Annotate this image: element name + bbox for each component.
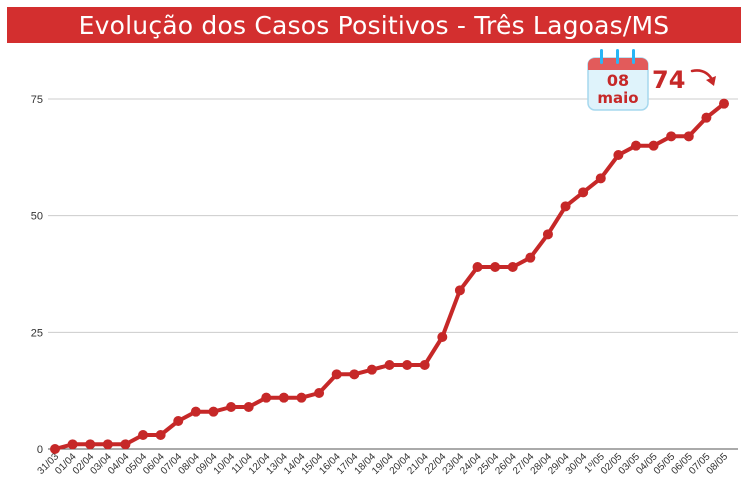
- data-point: [490, 262, 501, 272]
- data-point: [384, 360, 395, 370]
- data-point: [666, 131, 677, 142]
- data-point: [50, 444, 60, 454]
- chart-title: Evolução dos Casos Positivos - Três Lago…: [78, 10, 670, 40]
- data-point: [437, 332, 448, 342]
- calendar-day: 08: [607, 71, 629, 90]
- data-point: [578, 187, 589, 198]
- data-point: [701, 112, 712, 123]
- data-point: [402, 360, 413, 370]
- data-point: [507, 262, 518, 272]
- data-point: [208, 406, 219, 417]
- calendar-icon: 08 maio: [587, 49, 649, 111]
- data-point: [648, 140, 659, 151]
- data-point: [472, 262, 483, 272]
- data-point: [525, 252, 536, 263]
- series-line: [53, 101, 726, 451]
- data-point: [454, 285, 465, 296]
- data-point: [542, 229, 553, 240]
- y-tick-label: 75: [31, 94, 43, 106]
- data-point: [630, 140, 641, 151]
- x-tick-label: 08/05: [705, 451, 731, 477]
- data-point: [719, 98, 729, 109]
- y-axis-ticks: 0 25 50 75: [31, 94, 43, 456]
- data-point: [190, 406, 201, 417]
- y-tick-label: 25: [31, 327, 43, 339]
- y-tick-label: 50: [31, 211, 43, 223]
- data-point: [278, 392, 289, 403]
- data-point: [67, 439, 78, 450]
- grid-layer: [48, 98, 738, 450]
- data-point: [595, 173, 606, 184]
- latest-value-callout: 08 maio 74: [587, 49, 716, 111]
- data-point: [243, 402, 254, 412]
- data-point: [560, 201, 571, 212]
- data-point: [296, 392, 307, 403]
- data-point: [613, 150, 624, 160]
- data-point: [419, 360, 430, 370]
- data-point: [331, 369, 342, 380]
- curved-arrow-icon: [690, 69, 716, 86]
- data-point: [683, 131, 694, 142]
- callout-value: 74: [652, 66, 685, 94]
- y-tick-label: 0: [37, 444, 43, 456]
- data-point: [138, 430, 149, 440]
- data-point: [102, 439, 113, 450]
- title-bar: Evolução dos Casos Positivos - Três Lago…: [7, 7, 741, 43]
- data-point: [349, 369, 360, 380]
- data-point: [261, 392, 272, 403]
- x-axis-ticks: 31/0301/0402/0403/0404/0405/0406/0407/04…: [36, 451, 731, 477]
- data-point: [155, 430, 166, 440]
- data-point: [226, 402, 237, 412]
- series-cases: [50, 98, 729, 454]
- data-point: [173, 416, 184, 426]
- data-point: [314, 388, 325, 398]
- data-point: [85, 439, 96, 450]
- data-point: [120, 439, 131, 450]
- data-point: [366, 364, 377, 375]
- calendar-month: maio: [597, 89, 638, 107]
